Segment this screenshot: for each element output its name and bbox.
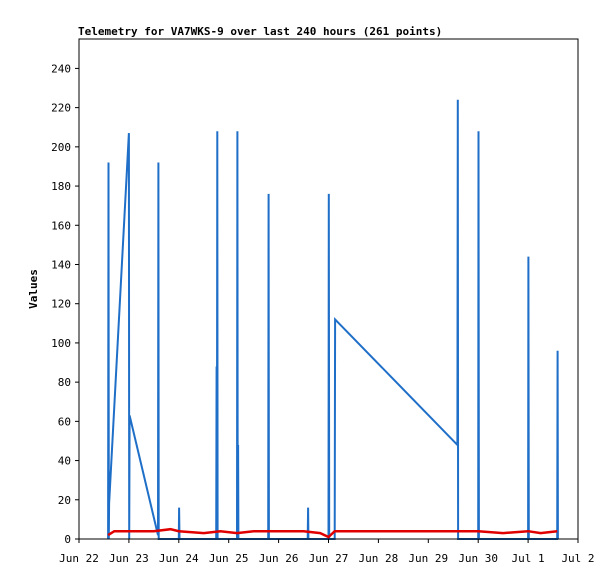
y-tick-label: 20 xyxy=(58,494,71,507)
x-tick-label: Jun 22 xyxy=(59,552,99,565)
x-tick-label: Jul 1 xyxy=(512,552,545,565)
series-line-2 xyxy=(107,527,558,539)
x-tick-label: Jul 2 xyxy=(561,552,594,565)
y-tick-label: 140 xyxy=(51,258,71,271)
y-tick-label: 200 xyxy=(51,141,71,154)
y-tick-label: 160 xyxy=(51,219,71,232)
y-tick-label: 240 xyxy=(51,62,71,75)
x-tick-label: Jun 25 xyxy=(209,552,249,565)
y-axis-label: Values xyxy=(27,269,40,309)
x-tick-label: Jun 29 xyxy=(408,552,448,565)
axis-layer: 0 20 40 60 80 100 120 140 160 180 200 220 240 Jun 22 J… xyxy=(51,39,595,565)
x-tick-label: Jun 24 xyxy=(159,552,199,565)
x-tick-label: Jun 27 xyxy=(309,552,349,565)
y-tick-label: 40 xyxy=(58,455,71,468)
y-tick-label: 100 xyxy=(51,337,71,350)
y-tick-label: 0 xyxy=(64,533,71,546)
y-tick-label: 220 xyxy=(51,102,71,115)
y-tick-label: 60 xyxy=(58,415,71,428)
y-tick-label: 80 xyxy=(58,376,71,389)
x-tick-label: Jun 28 xyxy=(359,552,399,565)
x-tick-label: Jun 23 xyxy=(109,552,149,565)
y-tick-label: 180 xyxy=(51,180,71,193)
chart-title: Telemetry for VA7WKS-9 over last 240 hou… xyxy=(78,25,442,38)
y-tick-label: 120 xyxy=(51,298,71,311)
x-tick-label: Jun 30 xyxy=(458,552,498,565)
x-tick-label: Jun 26 xyxy=(259,552,299,565)
